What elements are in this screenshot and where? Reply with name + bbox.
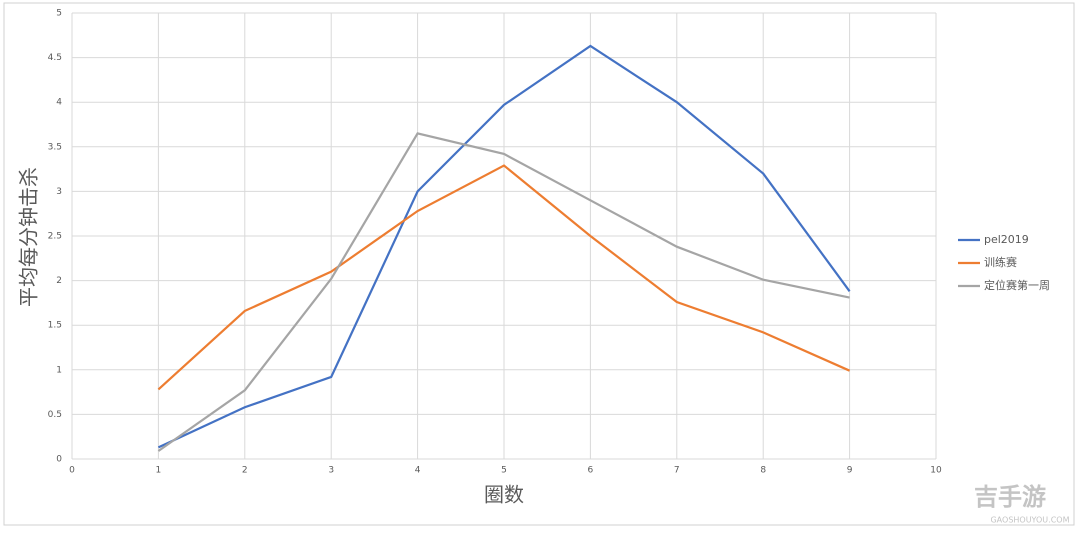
x-tick-label: 6 — [588, 466, 594, 476]
y-tick-label: 4.5 — [48, 53, 62, 63]
legend-label: pel2019 — [984, 233, 1029, 246]
x-tick-label: 7 — [674, 466, 680, 476]
y-tick-label: 3.5 — [48, 142, 62, 152]
x-tick-label: 10 — [930, 466, 942, 476]
y-tick-label: 2 — [56, 276, 62, 286]
y-tick-label: 1 — [56, 365, 62, 375]
data-line — [157, 164, 851, 391]
x-tick-label: 3 — [328, 466, 334, 476]
data-line — [157, 132, 850, 452]
watermark-site: GAOSHOUYOU.COM — [990, 516, 1069, 525]
y-tick-label: 3 — [56, 187, 62, 197]
chart-frame — [3, 2, 1075, 526]
x-tick-label: 2 — [242, 466, 248, 476]
x-tick-label: 9 — [847, 466, 853, 476]
x-tick-label: 5 — [501, 466, 507, 476]
x-tick-label: 1 — [156, 466, 162, 476]
data-line — [157, 44, 851, 449]
y-tick-label: 2.5 — [48, 232, 62, 242]
x-tick-label: 4 — [415, 466, 421, 476]
legend-label: 训练赛 — [984, 255, 1017, 269]
y-axis-label: 平均每分钟击杀 — [17, 167, 41, 307]
watermark-logo: 吉手游 — [974, 483, 1046, 511]
y-tick-label: 5 — [56, 9, 62, 19]
y-tick-label: 4 — [56, 98, 62, 108]
y-tick-label: 0.5 — [48, 410, 62, 420]
x-tick-label: 8 — [760, 466, 766, 476]
x-tick-label: 0 — [69, 466, 75, 476]
legend-label: 定位赛第一周 — [984, 278, 1050, 292]
x-axis-label: 圈数 — [484, 483, 524, 507]
y-tick-label: 0 — [56, 455, 62, 465]
y-tick-label: 1.5 — [48, 321, 62, 331]
